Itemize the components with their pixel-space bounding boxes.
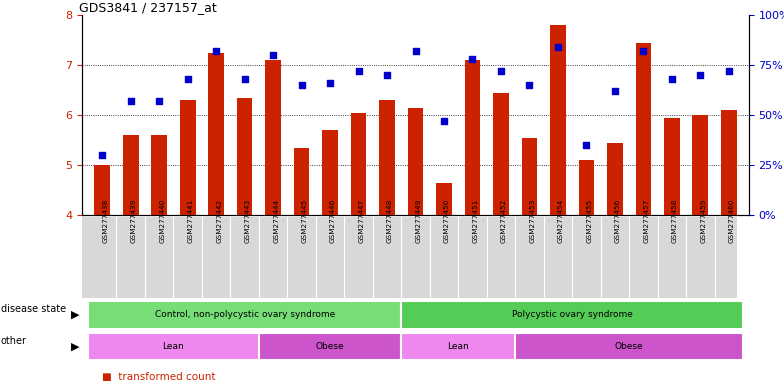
Text: ■  transformed count: ■ transformed count	[102, 372, 216, 382]
Text: ▶: ▶	[71, 342, 80, 352]
Text: Control, non-polycystic ovary syndrome: Control, non-polycystic ovary syndrome	[154, 310, 335, 319]
Text: GSM277448: GSM277448	[387, 199, 393, 243]
Bar	[401, 333, 515, 360]
Point	[437, 118, 450, 124]
Text: Obese: Obese	[615, 342, 644, 351]
Point	[723, 68, 735, 74]
Bar	[408, 108, 423, 215]
Bar	[94, 165, 110, 215]
Point	[409, 48, 422, 55]
Text: GSM277459: GSM277459	[700, 199, 706, 243]
Bar	[88, 333, 259, 360]
Text: GSM277458: GSM277458	[672, 199, 678, 243]
Point	[96, 152, 108, 158]
Bar	[692, 115, 708, 215]
Bar	[607, 143, 622, 215]
Text: other: other	[1, 336, 27, 346]
Text: GSM277457: GSM277457	[644, 199, 649, 243]
Bar	[259, 333, 401, 360]
Text: GSM277450: GSM277450	[444, 199, 450, 243]
Text: Lean: Lean	[162, 342, 184, 351]
Point	[580, 142, 593, 148]
Bar	[151, 135, 167, 215]
Bar	[294, 148, 310, 215]
Bar	[550, 25, 566, 215]
Text: GSM277442: GSM277442	[216, 199, 222, 243]
Bar	[579, 160, 594, 215]
Text: Lean: Lean	[448, 342, 469, 351]
Text: Polycystic ovary syndrome: Polycystic ovary syndrome	[512, 310, 633, 319]
Text: GSM277447: GSM277447	[358, 199, 365, 243]
Text: GSM277438: GSM277438	[102, 199, 108, 243]
Text: Obese: Obese	[316, 342, 344, 351]
Point	[238, 76, 251, 82]
Bar	[88, 301, 401, 329]
Point	[694, 72, 706, 78]
Text: GSM277446: GSM277446	[330, 199, 336, 243]
Point	[552, 44, 564, 50]
Text: GSM277441: GSM277441	[187, 199, 194, 243]
Text: GSM277455: GSM277455	[586, 199, 593, 243]
Point	[210, 48, 223, 55]
Point	[153, 98, 165, 104]
Text: GSM277460: GSM277460	[729, 199, 735, 243]
Text: GSM277449: GSM277449	[416, 199, 422, 243]
Point	[666, 76, 678, 82]
Bar	[493, 93, 509, 215]
Point	[523, 82, 535, 88]
Text: GDS3841 / 237157_at: GDS3841 / 237157_at	[79, 1, 216, 14]
Bar	[209, 53, 224, 215]
Text: GSM277440: GSM277440	[159, 199, 165, 243]
Bar	[465, 60, 481, 215]
Bar	[515, 333, 743, 360]
Point	[324, 80, 336, 86]
Bar	[180, 100, 195, 215]
Point	[267, 52, 279, 58]
Text: GSM277443: GSM277443	[245, 199, 251, 243]
Bar	[401, 301, 743, 329]
Point	[181, 76, 194, 82]
Bar	[721, 110, 737, 215]
Bar	[322, 130, 338, 215]
Point	[495, 68, 507, 74]
Text: GSM277444: GSM277444	[273, 199, 279, 243]
Bar	[436, 183, 452, 215]
Text: GSM277454: GSM277454	[558, 199, 564, 243]
Text: GSM277452: GSM277452	[501, 199, 507, 243]
Bar	[123, 135, 139, 215]
Text: GSM277445: GSM277445	[302, 199, 307, 243]
Text: GSM277451: GSM277451	[473, 199, 478, 243]
Point	[637, 48, 650, 55]
Bar	[521, 138, 537, 215]
Text: GSM277453: GSM277453	[529, 199, 535, 243]
Point	[352, 68, 365, 74]
Bar	[350, 113, 366, 215]
Text: ▶: ▶	[71, 310, 80, 320]
Bar	[379, 100, 395, 215]
Text: GSM277439: GSM277439	[131, 199, 136, 243]
Point	[466, 56, 479, 62]
Bar	[664, 118, 680, 215]
Point	[125, 98, 137, 104]
Text: GSM277456: GSM277456	[615, 199, 621, 243]
Bar	[636, 43, 652, 215]
Bar	[265, 60, 281, 215]
Point	[381, 72, 394, 78]
Bar	[237, 98, 252, 215]
Point	[296, 82, 308, 88]
Point	[608, 88, 621, 94]
Text: disease state: disease state	[1, 304, 66, 314]
